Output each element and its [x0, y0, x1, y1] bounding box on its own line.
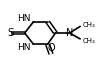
Text: CH₃: CH₃ [82, 22, 95, 28]
Text: HN: HN [17, 43, 31, 52]
Text: HN: HN [17, 14, 31, 23]
Text: CH₃: CH₃ [82, 38, 95, 44]
Text: N: N [66, 28, 73, 38]
Text: O: O [47, 43, 55, 53]
Text: S: S [7, 28, 14, 38]
